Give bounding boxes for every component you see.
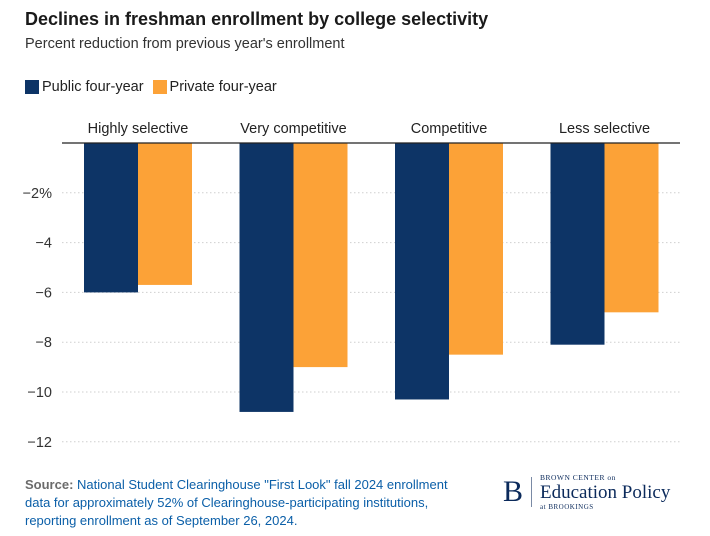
chart-title: Declines in freshman enrollment by colle…	[25, 9, 489, 29]
y-tick-label: −2%	[23, 186, 53, 202]
bar-private	[293, 143, 348, 368]
legend: Public four-year Private four-year	[25, 79, 286, 95]
chart-plot: −2% −4 −6 −8 −10 −12 Highly selective Very comp…	[23, 121, 680, 451]
legend-swatch-public	[25, 80, 39, 94]
logo-text: BROWN CENTER on Education Policy at BROO…	[540, 473, 670, 512]
legend-swatch-private	[152, 80, 167, 94]
y-tick-label: −8	[35, 335, 52, 351]
logo-main-line: Education Policy	[540, 482, 671, 503]
category-label: Less selective	[559, 121, 650, 137]
bar-private	[138, 143, 192, 285]
legend-item-private: Private four-year	[152, 79, 277, 95]
source-note: Source: National Student Clearinghouse "…	[25, 476, 465, 530]
y-tick-label: −10	[27, 385, 52, 401]
category-label: Competitive	[411, 121, 488, 137]
bar-private	[604, 143, 659, 313]
chart-subtitle: Percent reduction from previous year's e…	[25, 36, 345, 52]
legend-label-private: Private four-year	[169, 79, 277, 95]
logo-top-line: BROWN CENTER on	[540, 473, 616, 482]
bar-public	[550, 143, 605, 345]
bar-private	[449, 143, 503, 355]
source-text: National Student Clearinghouse "First Lo…	[25, 477, 448, 528]
bar-public	[239, 143, 294, 412]
category-label: Very competitive	[240, 121, 346, 137]
source-label: Source:	[25, 477, 74, 492]
y-tick-label: −6	[35, 285, 52, 301]
legend-label-public: Public four-year	[42, 79, 144, 95]
logo-bottom-line: at BROOKINGS	[540, 503, 594, 511]
brookings-logo: B BROWN CENTER on Education Policy at BR…	[503, 473, 670, 512]
category-label: Highly selective	[88, 121, 189, 137]
bar-public	[395, 143, 449, 400]
bar-public	[84, 143, 138, 293]
logo-letter: B	[503, 477, 533, 507]
y-tick-label: −4	[35, 236, 52, 252]
legend-item-public: Public four-year	[25, 79, 144, 95]
y-tick-label: −12	[27, 435, 52, 451]
